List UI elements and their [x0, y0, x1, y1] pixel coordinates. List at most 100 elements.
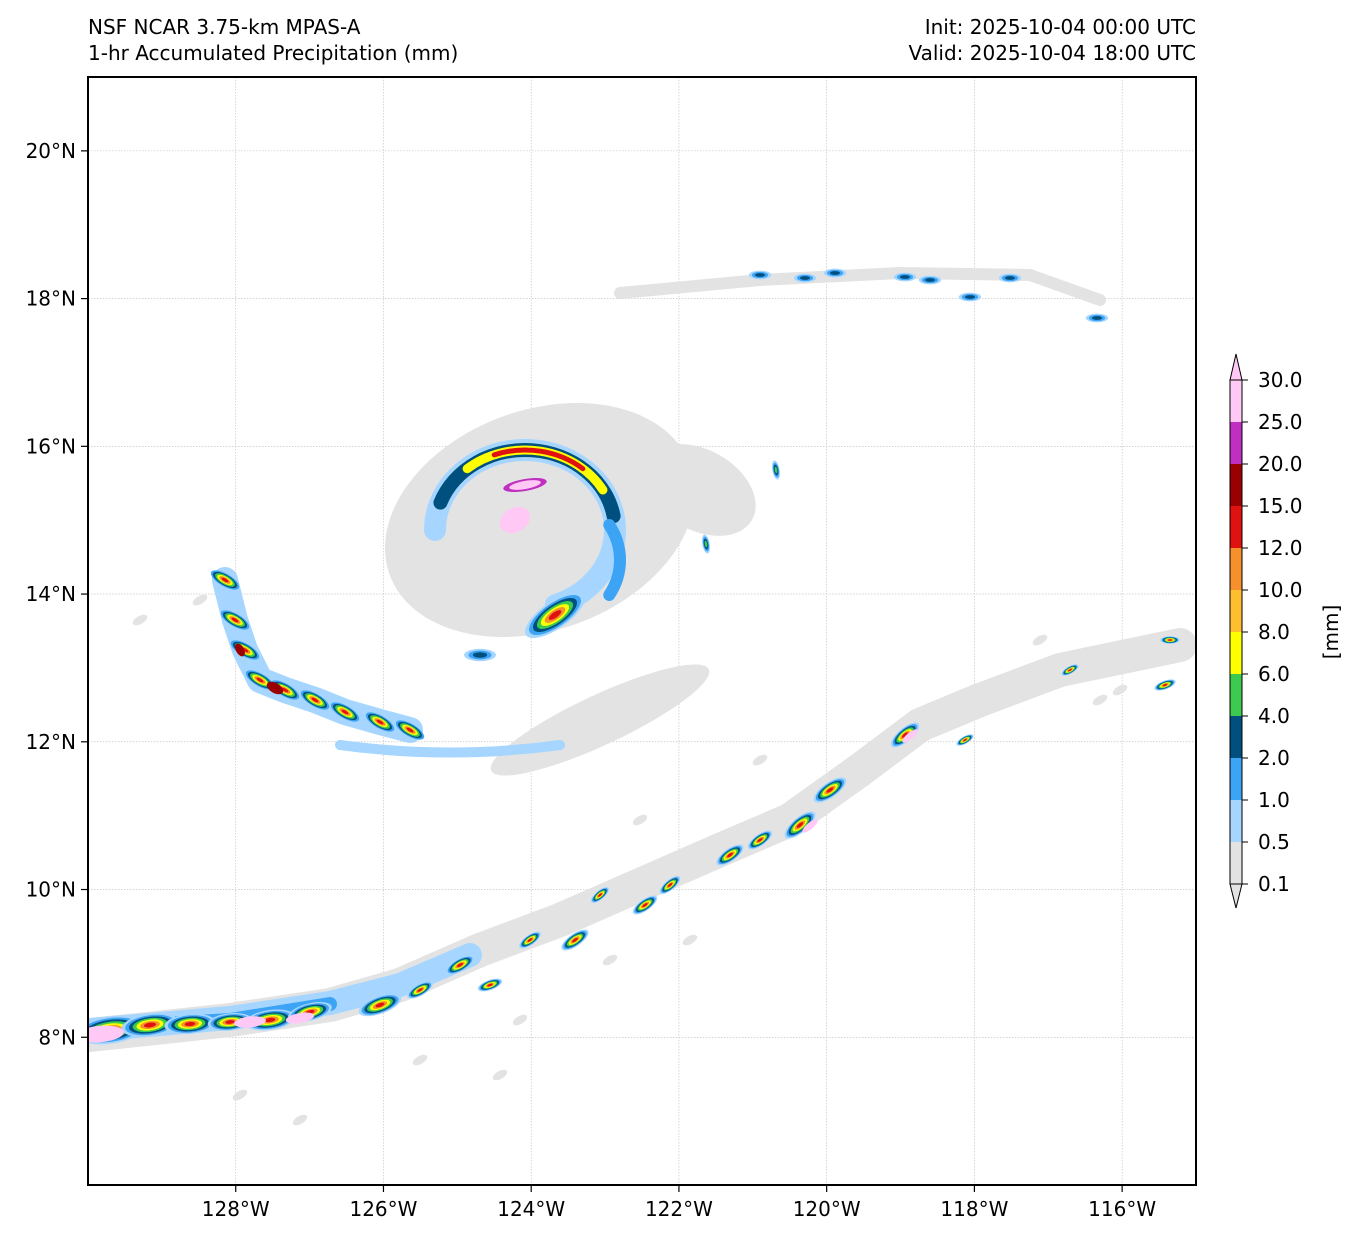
- lon-tick-label: 118°W: [940, 1197, 1008, 1221]
- precip-cell: [256, 677, 264, 683]
- colorbar-tick-label: 4.0: [1258, 704, 1290, 728]
- colorbar-segment: [1230, 380, 1242, 422]
- precip-cell: [376, 719, 384, 725]
- eyewall-extreme: [491, 447, 586, 472]
- northern-band-light: [614, 266, 1106, 306]
- colorbar-tick-label: 0.1: [1258, 872, 1290, 896]
- colorbar-tick-label: 30.0: [1258, 368, 1303, 392]
- light-rain-speck: [752, 754, 768, 766]
- lat-tick-label: 16°N: [26, 434, 76, 458]
- colorbar-segment: [1230, 842, 1242, 884]
- precip-cell: [375, 1002, 385, 1008]
- precip-cell: [143, 1022, 157, 1028]
- cyclone-outer-shield: [644, 444, 756, 536]
- colorbar: 0.1 0.5 1.0 2.0 4.0 6.0 8.0 10.0 12.0 15.0 20.0 25.…: [1229, 353, 1343, 909]
- precip-cell: [757, 838, 763, 842]
- precip-cell: [704, 540, 708, 548]
- precip-cell: [264, 1017, 276, 1023]
- precip-cell: [1068, 668, 1072, 672]
- precip-cell: [184, 1021, 196, 1027]
- precip-cell: [902, 732, 908, 738]
- init-time: Init: 2025-10-04 00:00 UTC: [924, 15, 1196, 39]
- lon-tick-label: 122°W: [645, 1197, 713, 1221]
- precip-cell: [963, 738, 967, 742]
- precip-cell: [727, 852, 733, 858]
- precip-cell: [548, 610, 562, 620]
- map-frame: [87, 76, 1197, 1186]
- colorbar-segment: [1230, 548, 1242, 590]
- colorbar-tick-label: 25.0: [1258, 410, 1303, 434]
- colorbar-tick-label: 1.0: [1258, 788, 1290, 812]
- colorbar-tick-label: 10.0: [1258, 578, 1303, 602]
- light-rain-speck: [232, 1089, 248, 1101]
- lat-tick-label: 12°N: [26, 730, 76, 754]
- precip-cell: [281, 687, 289, 693]
- heavy-rain-core: [902, 729, 918, 743]
- colorbar-tick-label: 2.0: [1258, 746, 1290, 770]
- lat-tick-label: 14°N: [26, 582, 76, 606]
- header-left: NSF NCAR 3.75-km MPAS-A 1-hr Accumulated…: [88, 14, 458, 66]
- precip-cell: [598, 893, 602, 897]
- precip-cell: [1092, 316, 1102, 320]
- precip-cell: [667, 883, 673, 887]
- valid-time: Valid: 2025-10-04 18:00 UTC: [908, 41, 1196, 65]
- colorbar-tick-label: 15.0: [1258, 494, 1303, 518]
- light-rain-speck: [1092, 694, 1108, 706]
- precip-cell: [774, 466, 778, 474]
- colorbar-tick-label: 12.0: [1258, 536, 1303, 560]
- southern-outer-rainband: [335, 740, 565, 758]
- light-rain-speck: [1112, 684, 1128, 696]
- lat-tick-label: 20°N: [26, 139, 76, 163]
- light-rain-speck: [192, 594, 208, 606]
- precip-cell: [487, 983, 493, 987]
- lon-tick-label: 120°W: [793, 1197, 861, 1221]
- precip-cell: [225, 1020, 235, 1024]
- colorbar-segment: [1230, 632, 1242, 674]
- heavy-rain-core: [235, 643, 245, 657]
- heavy-rain-core: [802, 819, 818, 833]
- precip-cell: [796, 822, 804, 828]
- colorbar-tick-label: 0.5: [1258, 830, 1290, 854]
- precip-cell: [417, 988, 423, 992]
- precip-cell: [341, 709, 349, 715]
- precip-cell: [311, 697, 319, 703]
- eyewall-peak: [499, 506, 531, 534]
- colorbar-segment: [1230, 674, 1242, 716]
- colorbar-tick-label: 20.0: [1258, 452, 1303, 476]
- colorbar-tick-label: 6.0: [1258, 662, 1290, 686]
- precip-cell: [472, 652, 488, 658]
- light-rain-speck: [292, 1114, 308, 1126]
- light-rain-speck: [682, 934, 698, 946]
- cyclone-outer-rainband: [490, 664, 710, 776]
- precip-cell: [900, 275, 910, 279]
- precip-cell: [1005, 276, 1015, 280]
- colorbar-segment: [1230, 464, 1242, 506]
- precip-cell: [925, 278, 935, 282]
- lon-tick-label: 128°W: [202, 1197, 270, 1221]
- precip-cell: [965, 295, 975, 299]
- lon-tick-label: 124°W: [497, 1197, 565, 1221]
- colorbar-segment: [1230, 422, 1242, 464]
- precip-cell: [527, 938, 533, 942]
- light-rain-speck: [632, 814, 648, 826]
- light-rain-speck: [512, 1014, 528, 1026]
- colorbar-segment: [1230, 506, 1242, 548]
- light-rain-speck: [492, 1069, 508, 1081]
- precip-cell: [642, 903, 648, 907]
- heavy-rain-core: [285, 1012, 315, 1024]
- precip-cell: [1167, 639, 1173, 641]
- precip-cell: [406, 727, 414, 733]
- lon-tick-label: 116°W: [1088, 1197, 1156, 1221]
- precip-cell: [231, 617, 239, 623]
- precip-cell: [1162, 683, 1168, 687]
- eyewall-peak: [509, 480, 541, 490]
- precip-cell: [755, 273, 765, 277]
- precip-cell: [800, 276, 810, 280]
- field-title: 1-hr Accumulated Precipitation (mm): [88, 41, 459, 65]
- colorbar-segment: [1230, 800, 1242, 842]
- axis-ticks: 8°N 10°N 12°N 14°N 16°N 18°N 20°N 128°W 126°W 124…: [26, 139, 1157, 1221]
- lat-tick-label: 10°N: [26, 878, 76, 902]
- precip-cell: [221, 577, 229, 583]
- light-rain-speck: [972, 684, 988, 696]
